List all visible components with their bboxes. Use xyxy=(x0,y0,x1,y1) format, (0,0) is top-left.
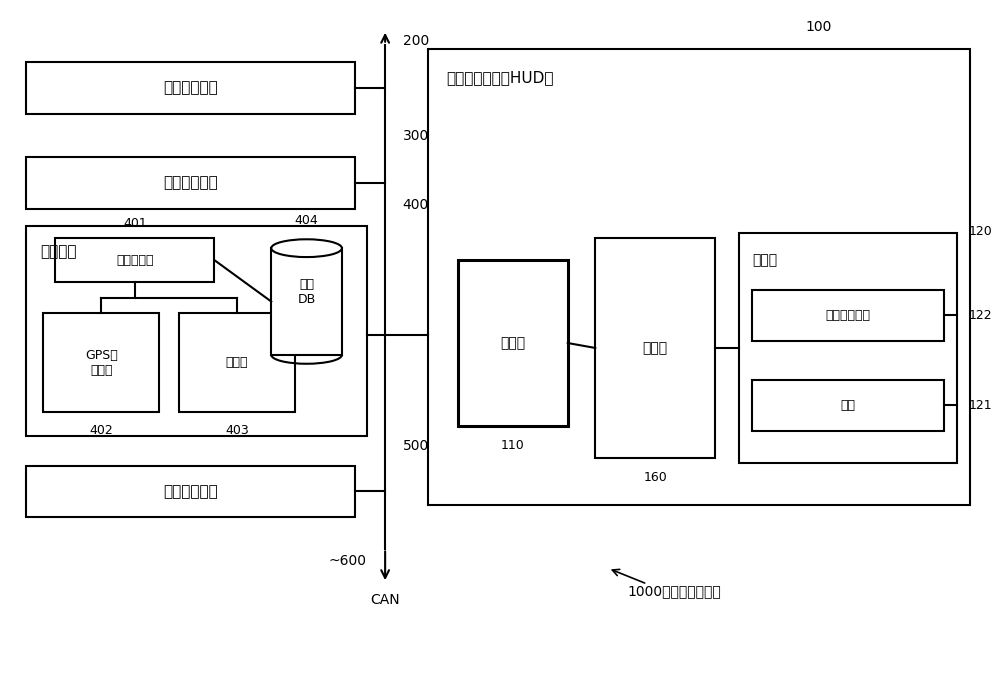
Bar xyxy=(428,49,970,505)
Bar xyxy=(26,466,355,517)
Text: 驱动部: 驱动部 xyxy=(500,336,525,350)
Text: 402: 402 xyxy=(89,424,113,438)
Bar xyxy=(739,234,957,462)
Text: 300: 300 xyxy=(403,129,429,143)
Text: 导航装置: 导航装置 xyxy=(40,244,77,259)
Text: 110: 110 xyxy=(501,440,525,452)
Text: 121: 121 xyxy=(968,399,992,412)
Text: 地图
DB: 地图 DB xyxy=(297,278,316,306)
Text: GPS等
传感器: GPS等 传感器 xyxy=(85,349,118,377)
Bar xyxy=(179,313,295,412)
Bar xyxy=(458,260,568,426)
Text: 200: 200 xyxy=(403,34,429,48)
Text: 操作输入装置: 操作输入装置 xyxy=(163,484,218,499)
Text: 1000：车辆控制系统: 1000：车辆控制系统 xyxy=(628,584,721,598)
Bar xyxy=(752,289,944,341)
Text: 401: 401 xyxy=(123,217,147,230)
Bar xyxy=(26,227,367,436)
Text: 120: 120 xyxy=(968,225,992,238)
Text: 404: 404 xyxy=(295,214,318,227)
Text: 控制部: 控制部 xyxy=(643,341,668,355)
Text: 驾驶辅助装置: 驾驶辅助装置 xyxy=(163,176,218,190)
Bar xyxy=(55,238,214,282)
Text: 100: 100 xyxy=(805,20,832,34)
Text: 显示部: 显示部 xyxy=(752,253,777,267)
Text: 信息处理部: 信息处理部 xyxy=(116,254,154,267)
Text: 122: 122 xyxy=(968,309,992,322)
Text: 400: 400 xyxy=(403,198,429,212)
Text: 平视显示装置（HUD）: 平视显示装置（HUD） xyxy=(446,70,554,85)
Text: 车载感测装置: 车载感测装置 xyxy=(163,81,218,96)
Bar xyxy=(271,248,342,355)
Text: 液晶显示元件: 液晶显示元件 xyxy=(826,309,871,322)
Bar xyxy=(595,238,715,457)
Ellipse shape xyxy=(271,239,342,257)
Text: CAN: CAN xyxy=(370,593,400,607)
Text: 存储部: 存储部 xyxy=(226,356,248,369)
Bar xyxy=(26,157,355,209)
Text: 160: 160 xyxy=(643,471,667,484)
Bar xyxy=(43,313,159,412)
Text: ~600: ~600 xyxy=(328,555,366,568)
Text: 500: 500 xyxy=(403,439,429,453)
Bar xyxy=(26,63,355,114)
Text: 403: 403 xyxy=(225,424,249,438)
Bar xyxy=(752,380,944,431)
Text: 光源: 光源 xyxy=(841,399,856,412)
